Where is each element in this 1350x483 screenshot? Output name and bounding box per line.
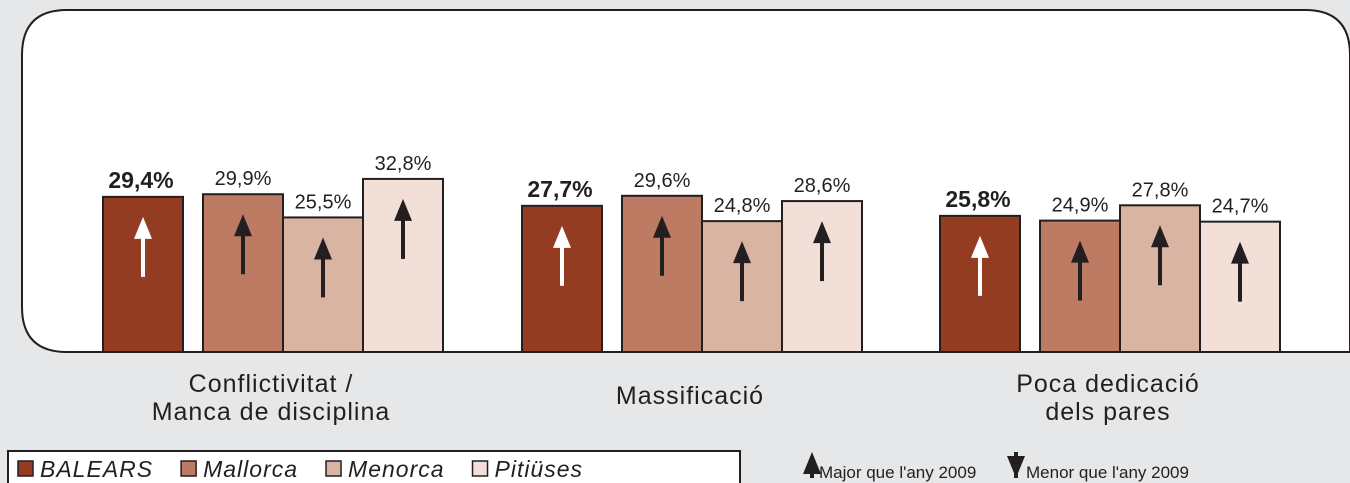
trend-arrow [553, 225, 571, 286]
value-label: 25,8% [945, 186, 1010, 212]
trend-arrow [653, 215, 671, 276]
arrow-head [733, 241, 751, 264]
legend-swatch [17, 460, 34, 477]
trend-arrow [394, 198, 412, 259]
label-line: Poca dedicació [1016, 370, 1200, 398]
label-line: Manca de disciplina [152, 398, 391, 426]
trend-arrow [1007, 452, 1025, 478]
arrow-head [234, 214, 252, 237]
arrow-head [314, 237, 332, 260]
trend-arrow [813, 221, 831, 282]
value-label: 25,5% [295, 191, 352, 213]
trend-arrow [733, 241, 751, 302]
arrow-head [553, 225, 571, 248]
value-label: 24,7% [1212, 196, 1269, 218]
value-label: 28,6% [794, 175, 851, 197]
arrow-head [1151, 225, 1169, 248]
arrow-head [1007, 456, 1025, 478]
legend-label: Pitiüses [495, 456, 584, 482]
trend-arrow [803, 452, 821, 478]
trend-arrow [1231, 241, 1249, 302]
trend-legend-label: Menor que l'any 2009 [1026, 463, 1189, 482]
value-label: 24,8% [714, 195, 771, 217]
legend-label: BALEARS [40, 456, 153, 482]
label-line: dels pares [1045, 398, 1170, 426]
value-label: 27,8% [1132, 179, 1189, 201]
value-label: 29,6% [634, 170, 691, 192]
trend-arrow [134, 216, 152, 277]
arrow-head [813, 221, 831, 244]
legend-swatch [325, 460, 342, 477]
value-label: 27,7% [527, 176, 592, 202]
x-tick-label: Poca dedicació dels pares [1016, 370, 1200, 426]
legend-swatch [180, 460, 197, 477]
arrow-head [803, 452, 821, 474]
legend-label: Mallorca [203, 456, 298, 482]
trend-arrow [971, 235, 989, 296]
trend-arrow [234, 214, 252, 275]
value-label: 29,9% [215, 168, 272, 190]
legend-swatch [471, 460, 489, 477]
trend-arrow [314, 237, 332, 298]
x-tick-label: Massificació [616, 382, 764, 410]
value-label: 24,9% [1052, 195, 1109, 217]
legend-label: Menorca [348, 456, 444, 482]
label-line: Massificació [616, 382, 764, 410]
trend-arrow [1071, 240, 1089, 301]
arrow-head [971, 235, 989, 258]
x-tick-label: Conflictivitat / Manca de disciplina [152, 370, 391, 426]
arrow-head [134, 216, 152, 239]
label-line: Conflictivitat / [189, 370, 354, 398]
value-label: 32,8% [375, 153, 432, 175]
arrow-head [1231, 241, 1249, 264]
value-label: 29,4% [108, 167, 173, 193]
legend-box [7, 450, 741, 483]
trend-legend-label: Major que l'any 2009 [819, 463, 976, 482]
arrow-head [394, 198, 412, 221]
arrow-head [653, 215, 671, 238]
arrow-head [1071, 240, 1089, 263]
trend-arrow [1151, 225, 1169, 286]
